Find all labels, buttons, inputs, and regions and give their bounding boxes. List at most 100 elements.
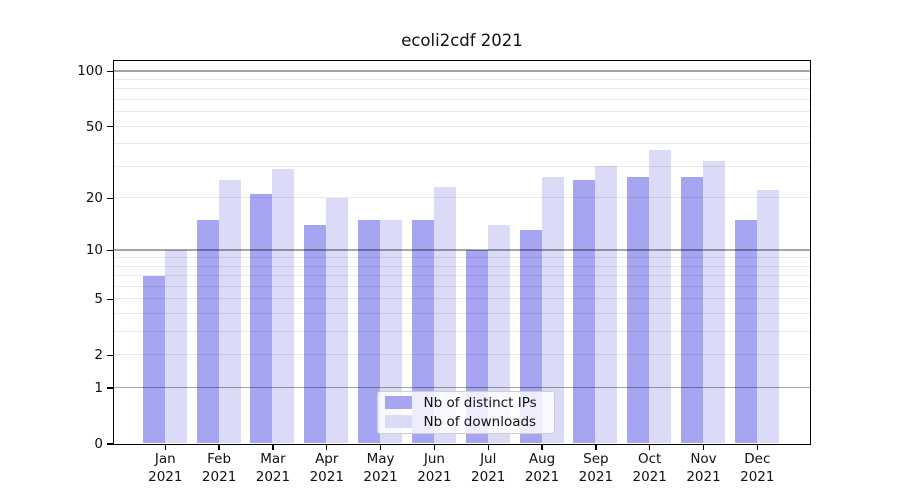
minor-gridline — [113, 98, 810, 100]
x-tick-label: Nov 2021 — [669, 451, 739, 486]
bar-nov-downloads — [703, 161, 725, 444]
x-tick-label-year: 2021 — [740, 468, 775, 485]
y-tick-mark — [107, 298, 114, 301]
x-tick-mark — [541, 445, 543, 450]
x-tick-mark — [487, 445, 489, 450]
minor-gridline — [113, 78, 810, 80]
x-tick-label-year: 2021 — [524, 468, 560, 485]
minor-gridline — [113, 88, 810, 90]
bar-mar-downloads — [272, 168, 295, 444]
x-tick-label-year: 2021 — [632, 468, 667, 485]
x-tick-label: Feb 2021 — [184, 451, 254, 486]
minor-gridline — [113, 143, 810, 145]
x-tick-label-year: 2021 — [417, 468, 452, 485]
x-tick-mark — [164, 445, 166, 450]
y-tick-mark — [107, 125, 114, 128]
y-tick-label: 100 — [77, 63, 103, 80]
bar-jul-downloads — [487, 224, 510, 444]
x-tick-label: Apr 2021 — [292, 451, 362, 486]
bar-aug-ips — [519, 230, 542, 444]
x-tick-label: Jun 2021 — [399, 451, 469, 486]
x-tick-label: Jan 2021 — [130, 451, 200, 486]
legend-swatch — [384, 415, 412, 428]
x-tick-label-year: 2021 — [686, 468, 721, 485]
bar-feb-downloads — [218, 180, 241, 444]
x-tick-label-month: Nov — [690, 451, 717, 467]
x-tick-label-month: Jun — [423, 451, 445, 467]
bar-nov-ips — [681, 177, 703, 444]
x-tick-label-month: Oct — [638, 451, 662, 467]
legend-swatch — [384, 396, 412, 409]
x-tick-label: Sep 2021 — [561, 451, 631, 486]
x-tick-label-month: Mar — [260, 451, 286, 467]
legend: Nb of distinct IPs Nb of downloads — [376, 390, 555, 434]
bar-apr-downloads — [326, 197, 349, 444]
x-tick-label: Dec 2021 — [722, 451, 792, 486]
x-tick-label-month: Apr — [315, 451, 339, 467]
bar-dec-ips — [734, 219, 757, 444]
x-tick-mark — [595, 445, 597, 450]
y-tick-mark — [107, 197, 114, 199]
chart-title: ecoli2cdf 2021 — [401, 31, 523, 50]
bar-dec-downloads — [756, 190, 779, 444]
x-tick-mark — [433, 445, 436, 450]
bar-may-ips — [358, 219, 381, 444]
x-tick-label-year: 2021 — [148, 468, 183, 485]
x-tick-label-year: 2021 — [363, 468, 398, 485]
x-tick-label-month: Dec — [744, 451, 771, 467]
x-tick-label-month: Jan — [154, 451, 176, 467]
y-tick-label: 5 — [94, 291, 103, 308]
y-tick-label: 20 — [85, 190, 103, 207]
x-tick-label-year: 2021 — [578, 468, 614, 485]
minor-gridline — [113, 111, 810, 113]
y-tick-label: 0 — [94, 436, 103, 452]
x-tick-mark — [272, 445, 274, 450]
x-tick-label-month: Sep — [583, 451, 609, 467]
legend-label: Nb of downloads — [423, 413, 537, 430]
y-tick-mark — [107, 354, 114, 356]
bar-sep-ips — [573, 180, 596, 444]
y-tick-label: 50 — [85, 118, 103, 135]
x-tick-mark — [379, 445, 382, 450]
bar-oct-downloads — [649, 149, 672, 444]
x-tick-label-month: May — [366, 451, 395, 467]
bar-sep-downloads — [595, 166, 618, 444]
plot-area: Nb of distinct IPs Nb of downloads — [112, 59, 811, 445]
x-tick-mark — [756, 445, 758, 450]
x-tick-label: Oct 2021 — [615, 451, 685, 486]
bar-jan-downloads — [164, 249, 187, 444]
bar-jan-ips — [142, 275, 165, 444]
x-tick-mark — [648, 445, 651, 450]
x-tick-label: May 2021 — [346, 451, 416, 486]
bar-jun-downloads — [433, 186, 456, 444]
bar-apr-ips — [304, 224, 327, 444]
major-gridline — [113, 70, 810, 72]
bar-jun-ips — [411, 219, 434, 444]
x-tick-label-year: 2021 — [309, 468, 344, 485]
x-tick-label-month: Jul — [480, 451, 497, 467]
x-tick-label: Mar 2021 — [238, 451, 308, 486]
bar-may-downloads — [380, 219, 403, 444]
legend-entry: Nb of downloads — [384, 413, 547, 430]
x-tick-label: Aug 2021 — [507, 451, 577, 486]
y-tick-label: 10 — [85, 242, 103, 259]
minor-gridline — [113, 125, 810, 127]
x-tick-mark — [326, 445, 328, 450]
x-tick-label: Jul 2021 — [453, 451, 523, 486]
x-tick-label-month: Feb — [207, 451, 232, 467]
y-tick-mark — [107, 443, 114, 445]
bar-oct-ips — [627, 177, 650, 444]
bar-aug-downloads — [541, 177, 564, 444]
y-tick-mark — [107, 249, 114, 252]
y-tick-label: 1 — [94, 380, 103, 397]
y-tick-mark — [107, 70, 114, 73]
x-tick-label-month: Aug — [528, 451, 556, 467]
x-tick-label-year: 2021 — [471, 468, 506, 485]
x-tick-mark — [702, 445, 705, 450]
x-tick-label-year: 2021 — [201, 468, 237, 485]
y-tick-label: 2 — [94, 347, 103, 364]
x-tick-mark — [218, 445, 220, 450]
x-tick-label-year: 2021 — [255, 468, 291, 485]
bar-mar-ips — [250, 193, 273, 444]
